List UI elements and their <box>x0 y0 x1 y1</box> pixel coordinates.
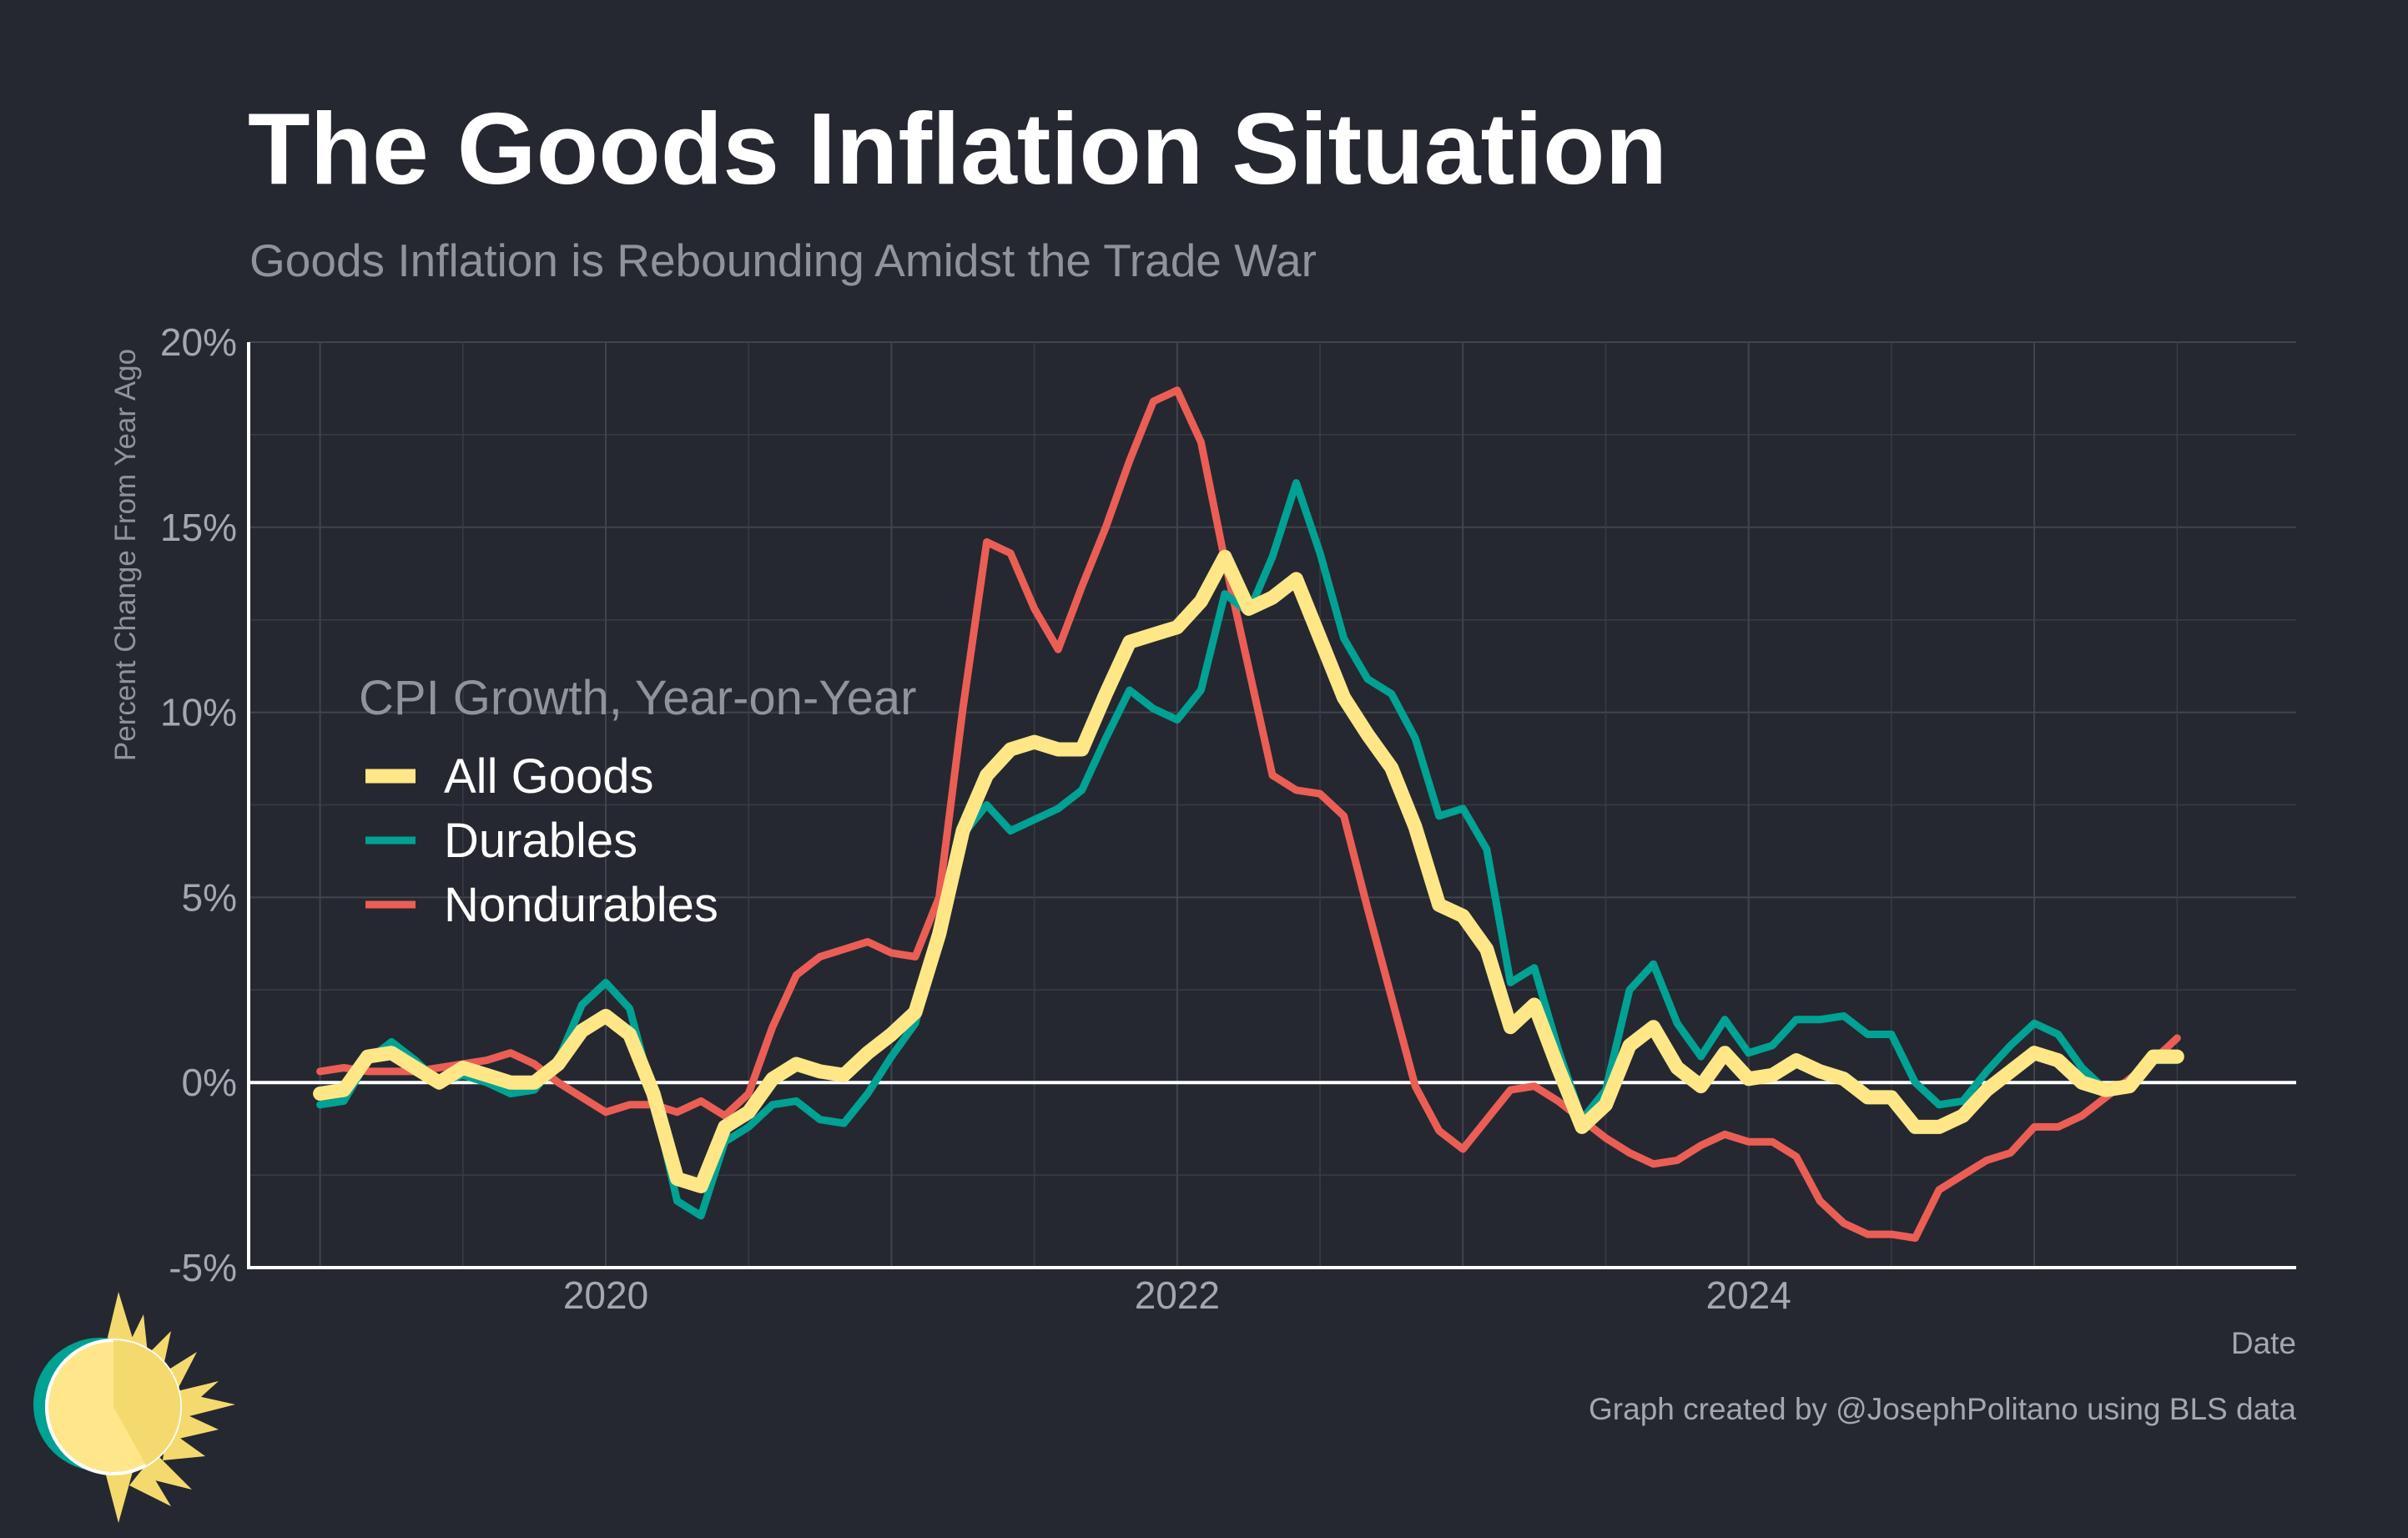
x-tick-label: 2020 <box>563 1273 648 1317</box>
y-tick-label: 15% <box>160 506 237 549</box>
y-tick-label: -5% <box>169 1246 237 1289</box>
chart-title: The Goods Inflation Situation <box>248 92 1667 205</box>
x-tick-label: 2022 <box>1135 1273 1220 1317</box>
series-line-nondurables <box>316 386 2181 1242</box>
legend-title: CPI Growth, Year-on-Year <box>359 671 916 725</box>
y-tick-label: 10% <box>160 691 237 734</box>
plot-area: -5% 0% 5% 10% 15% 20% 2020 2022 2024 <box>160 320 2296 1317</box>
legend: CPI Growth, Year-on-Year All Goods Durab… <box>359 671 916 932</box>
legend-label-all-goods: All Goods <box>444 749 653 804</box>
source-caption: Graph created by @JosephPolitano using B… <box>1589 1392 2296 1426</box>
y-tick-label: 5% <box>182 875 237 919</box>
series-line-all-goods <box>313 549 2184 1193</box>
legend-label-nondurables: Nondurables <box>444 878 718 932</box>
x-tick-label: 2024 <box>1706 1273 1791 1317</box>
sun-logo-icon <box>33 1292 235 1523</box>
y-axis-title: Percent Change From Year Ago <box>109 349 142 761</box>
chart-subtitle: Goods Inflation is Rebounding Amidst the… <box>249 234 1317 286</box>
legend-label-durables: Durables <box>444 814 637 868</box>
y-tick-label: 20% <box>160 320 237 364</box>
x-axis-title: Date <box>2231 1326 2296 1360</box>
y-tick-label: 0% <box>182 1061 237 1104</box>
